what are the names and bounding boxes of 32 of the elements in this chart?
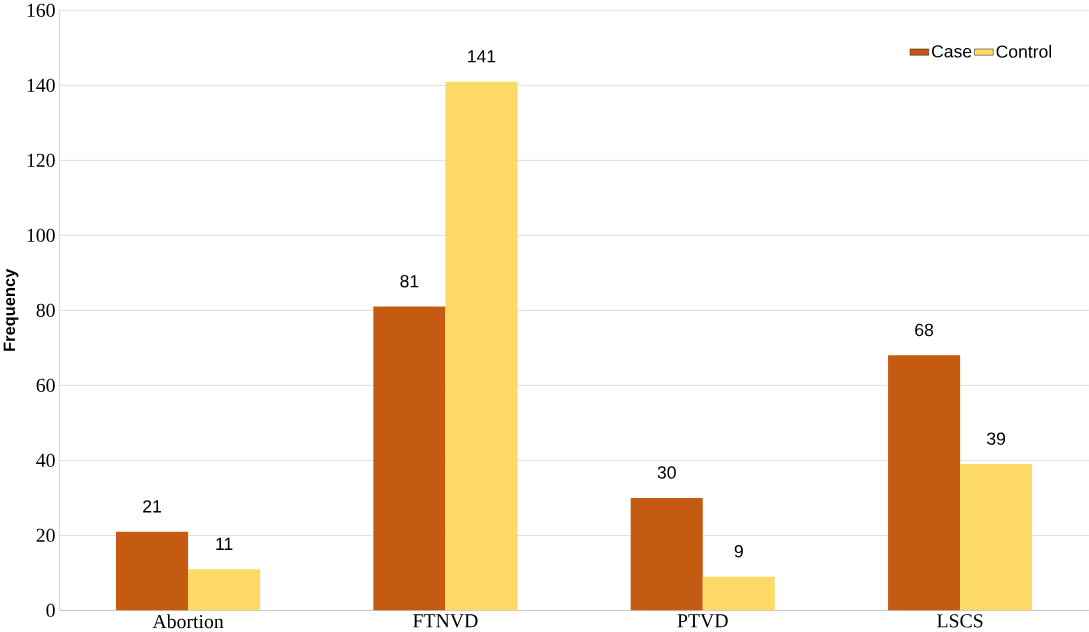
bar [188,569,261,611]
bar [702,576,775,611]
data-label: 21 [143,500,161,513]
x-tick-label: LSCS [937,614,983,628]
y-tick-label: 80 [36,303,55,318]
x-tick-label: FTNVD [413,614,478,628]
data-label: 81 [400,275,419,288]
bar [960,464,1033,611]
data-label: 39 [987,432,1006,445]
y-tick-label: 60 [36,378,55,393]
bar [373,306,446,611]
legend-label: Control [996,45,1051,58]
x-tick-label: PTVD [677,614,728,628]
bar [888,355,961,611]
y-axis-title: Frequency [3,268,19,351]
bar [445,81,518,611]
data-label: 30 [657,466,676,479]
y-tick-label: 20 [36,528,55,543]
data-label: 9 [734,545,743,558]
legend-label: Case [932,45,972,58]
y-tick-label: 40 [36,453,55,468]
bar [630,497,703,611]
data-label: 68 [915,323,934,337]
x-tick-label: Abortion [152,614,224,629]
data-label: 141 [468,50,496,63]
y-tick-label: 100 [27,228,55,243]
y-tick-label: 0 [46,603,55,618]
y-tick-label: 160 [27,3,55,18]
y-tick-label: 120 [27,153,55,168]
y-tick-label: 140 [27,78,55,93]
bar [116,531,189,611]
data-label: 11 [216,537,233,551]
